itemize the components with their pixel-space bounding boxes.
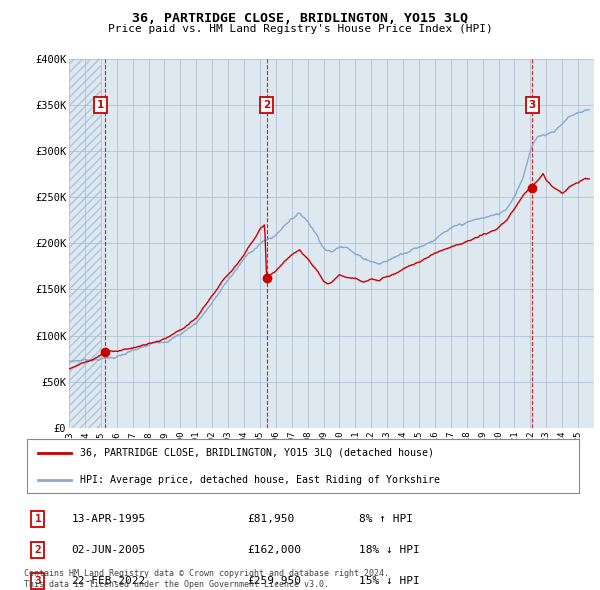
Text: 2: 2 — [35, 545, 41, 555]
Text: 2: 2 — [263, 100, 270, 110]
Text: 3: 3 — [529, 100, 536, 110]
Text: £259,950: £259,950 — [247, 576, 301, 586]
Text: HPI: Average price, detached house, East Riding of Yorkshire: HPI: Average price, detached house, East… — [80, 475, 440, 484]
FancyBboxPatch shape — [27, 439, 579, 493]
Text: 36, PARTRIDGE CLOSE, BRIDLINGTON, YO15 3LQ: 36, PARTRIDGE CLOSE, BRIDLINGTON, YO15 3… — [132, 12, 468, 25]
Text: £81,950: £81,950 — [247, 514, 295, 524]
Text: 36, PARTRIDGE CLOSE, BRIDLINGTON, YO15 3LQ (detached house): 36, PARTRIDGE CLOSE, BRIDLINGTON, YO15 3… — [80, 448, 434, 457]
Text: Price paid vs. HM Land Registry's House Price Index (HPI): Price paid vs. HM Land Registry's House … — [107, 24, 493, 34]
Text: 22-FEB-2022: 22-FEB-2022 — [71, 576, 146, 586]
Text: 8% ↑ HPI: 8% ↑ HPI — [359, 514, 413, 524]
Text: 3: 3 — [35, 576, 41, 586]
Text: 13-APR-1995: 13-APR-1995 — [71, 514, 146, 524]
Text: 18% ↓ HPI: 18% ↓ HPI — [359, 545, 419, 555]
Text: £162,000: £162,000 — [247, 545, 301, 555]
Text: 1: 1 — [35, 514, 41, 524]
Text: Contains HM Land Registry data © Crown copyright and database right 2024.
This d: Contains HM Land Registry data © Crown c… — [24, 569, 389, 589]
Text: 1: 1 — [97, 100, 104, 110]
Text: 15% ↓ HPI: 15% ↓ HPI — [359, 576, 419, 586]
Text: 02-JUN-2005: 02-JUN-2005 — [71, 545, 146, 555]
